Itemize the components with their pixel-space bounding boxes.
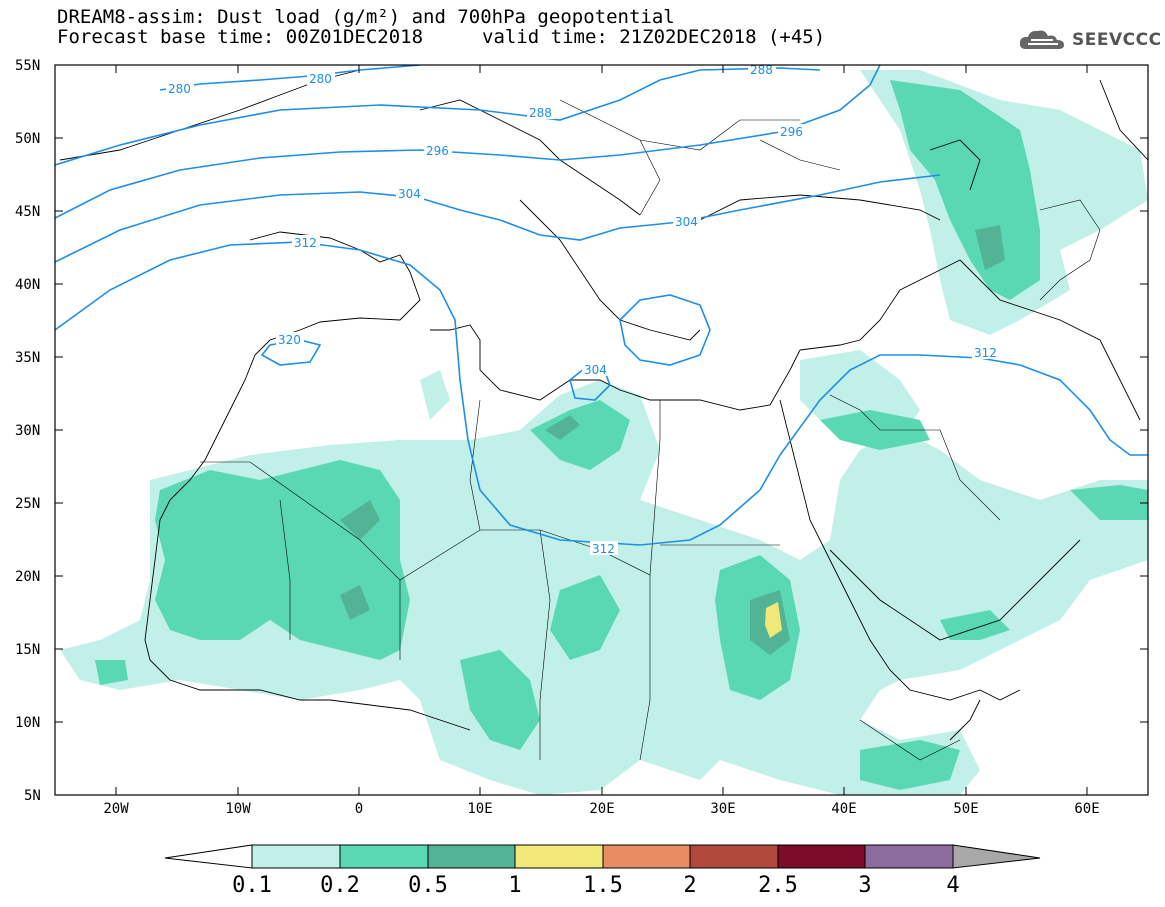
contour-labels: 280 280 288 288 296 296 304 304 304 312 …	[166, 62, 1000, 556]
valid-time: valid time: 21Z02DEC2018 (+45)	[482, 26, 826, 48]
contour-label: 288	[750, 63, 773, 77]
lon-label: 60E	[1074, 801, 1099, 817]
logo-text: SEEVCCC	[1072, 30, 1162, 50]
colorbar-box	[251, 844, 341, 869]
colorbar-low-arrow	[164, 844, 253, 869]
lon-label: 0	[355, 801, 363, 817]
lon-labels: 20W 10W 0 10E 20E 30E 40E 50E 60E	[103, 801, 1099, 817]
lat-labels: 55N 50N 45N 40N 35N 30N 25N 20N 15N 10N …	[15, 58, 41, 804]
lon-label: 30E	[710, 801, 735, 817]
contour-label: 280	[168, 82, 191, 96]
colorbar-label: 4	[946, 873, 959, 898]
cloud-logo-icon	[1019, 30, 1064, 49]
colorbar-label: 3	[858, 873, 871, 898]
contour-label: 288	[529, 106, 552, 120]
lat-label: 10N	[15, 715, 40, 731]
contour-label: 280	[309, 72, 332, 86]
colorbar-box	[602, 844, 691, 869]
chart-title: DREAM8-assim: Dust load (g/m²) and 700hP…	[57, 6, 675, 28]
contour-label: 304	[398, 187, 421, 201]
lat-label: 25N	[15, 496, 40, 512]
colorbar-box	[864, 844, 954, 869]
lat-label: 55N	[15, 58, 40, 74]
lon-label: 20W	[103, 801, 129, 817]
contour-label: 304	[675, 215, 698, 229]
colorbar-box	[514, 844, 604, 869]
colorbar-label: 0.1	[232, 873, 272, 898]
forecast-base-time: Forecast base time: 00Z01DEC2018	[57, 26, 424, 48]
lat-label: 5N	[24, 788, 41, 804]
colorbar-labels: 0.1 0.2 0.5 1 1.5 2 2.5 3 4	[232, 873, 960, 898]
colorbar-label: 0.2	[320, 873, 360, 898]
lon-label: 20E	[589, 801, 614, 817]
colorbar-box	[777, 844, 866, 869]
colorbar-label: 0.5	[408, 873, 448, 898]
contour-label: 296	[426, 144, 449, 158]
colorbar-label: 1	[508, 873, 521, 898]
lat-label: 50N	[15, 131, 40, 147]
lon-label: 10W	[225, 801, 251, 817]
country-borders	[200, 99, 1101, 761]
contour-label: 312	[974, 346, 997, 360]
lat-ticks	[55, 64, 1148, 723]
lon-ticks	[115, 65, 1088, 795]
colorbar-high-arrow	[952, 844, 1041, 869]
contour-label: 312	[294, 236, 317, 250]
lat-label: 40N	[15, 277, 40, 293]
colorbar-box	[689, 844, 779, 869]
lon-label: 10E	[467, 801, 492, 817]
colorbar-label: 2.5	[758, 873, 798, 898]
contour-label: 312	[592, 542, 615, 556]
contour-label: 320	[278, 333, 301, 347]
dust-shading	[60, 70, 1148, 795]
lat-label: 35N	[15, 350, 40, 366]
contour-label: 304	[584, 363, 607, 377]
lat-label: 30N	[15, 423, 40, 439]
colorbar-box	[427, 844, 516, 869]
lon-label: 50E	[953, 801, 978, 817]
lat-label: 45N	[15, 204, 40, 220]
lon-label: 40E	[831, 801, 856, 817]
colorbar	[164, 844, 1041, 869]
colorbar-label: 2	[683, 873, 696, 898]
colorbar-label: 1.5	[583, 873, 623, 898]
seevccc-logo: SEEVCCC	[1018, 26, 1162, 54]
lat-label: 15N	[15, 642, 40, 658]
colorbar-box	[339, 844, 429, 869]
contour-label: 296	[780, 125, 803, 139]
lat-label: 20N	[15, 569, 40, 585]
